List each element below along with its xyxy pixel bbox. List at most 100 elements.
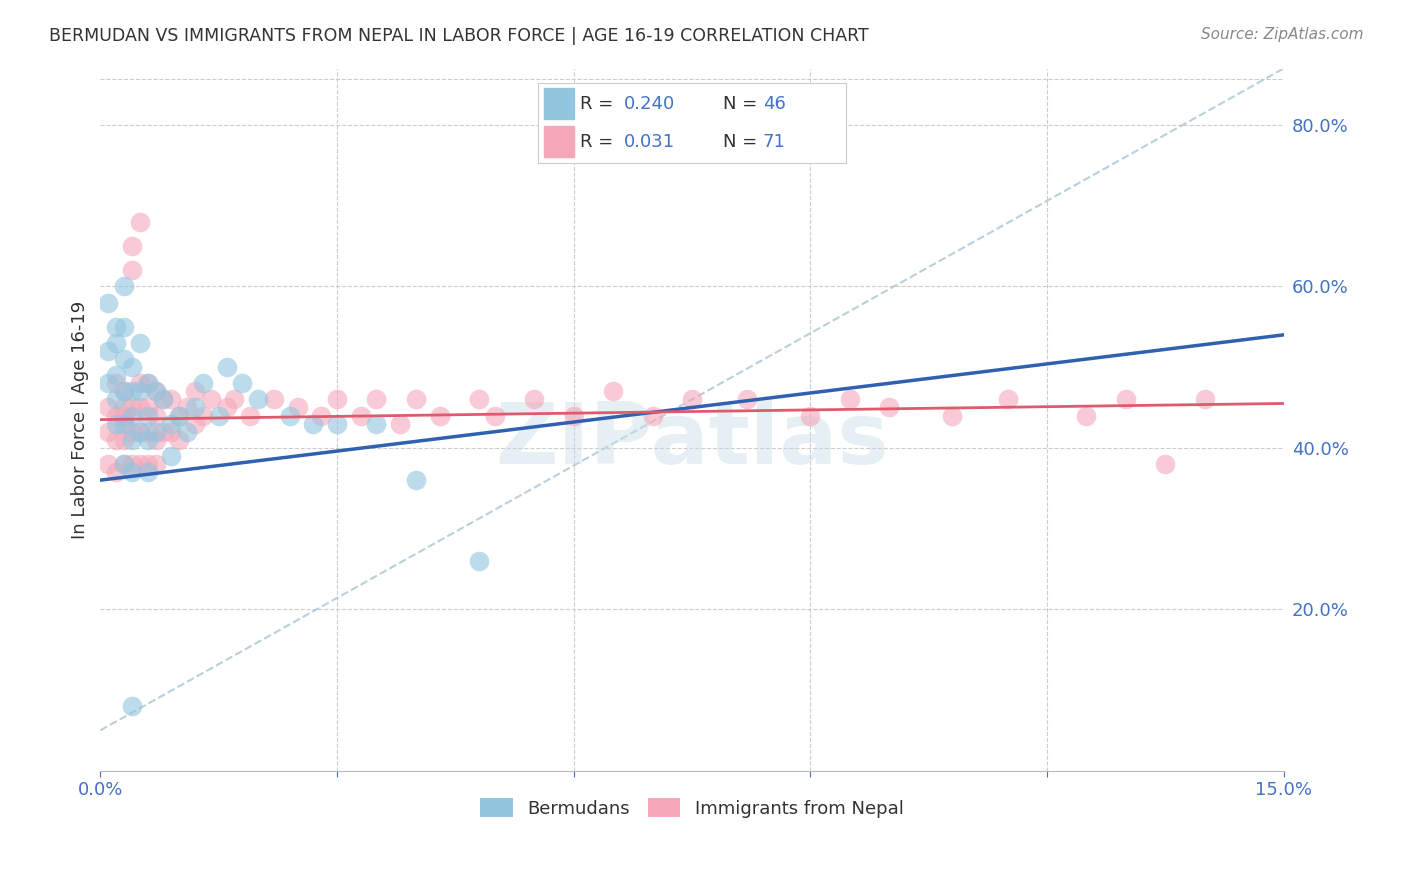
Point — [176, 401, 198, 415]
Point — [121, 360, 143, 375]
Point — [309, 409, 332, 423]
Point — [302, 417, 325, 431]
Point — [105, 465, 128, 479]
Point — [484, 409, 506, 423]
Point — [136, 409, 159, 423]
Point — [405, 473, 427, 487]
Point — [145, 384, 167, 399]
Point — [1076, 409, 1098, 423]
Point — [136, 401, 159, 415]
Point — [128, 335, 150, 350]
Text: BERMUDAN VS IMMIGRANTS FROM NEPAL IN LABOR FORCE | AGE 16-19 CORRELATION CHART: BERMUDAN VS IMMIGRANTS FROM NEPAL IN LAB… — [49, 27, 869, 45]
Point — [112, 279, 135, 293]
Point — [121, 409, 143, 423]
Point — [112, 409, 135, 423]
Point — [176, 425, 198, 439]
Point — [105, 433, 128, 447]
Point — [1115, 392, 1137, 407]
Point — [263, 392, 285, 407]
Point — [326, 392, 349, 407]
Point — [136, 376, 159, 391]
Point — [136, 465, 159, 479]
Point — [224, 392, 246, 407]
Point — [326, 417, 349, 431]
Point — [160, 425, 183, 439]
Point — [97, 295, 120, 310]
Point — [641, 409, 664, 423]
Point — [121, 699, 143, 714]
Point — [1194, 392, 1216, 407]
Point — [112, 417, 135, 431]
Point — [112, 401, 135, 415]
Point — [366, 392, 388, 407]
Point — [152, 392, 174, 407]
Point — [167, 433, 190, 447]
Point — [152, 392, 174, 407]
Point — [799, 409, 821, 423]
Point — [97, 457, 120, 471]
Point — [97, 376, 120, 391]
Point — [105, 319, 128, 334]
Point — [405, 392, 427, 407]
Point — [121, 457, 143, 471]
Point — [136, 376, 159, 391]
Point — [112, 417, 135, 431]
Point — [278, 409, 301, 423]
Point — [997, 392, 1019, 407]
Point — [877, 401, 900, 415]
Point — [184, 417, 207, 431]
Point — [366, 417, 388, 431]
Point — [112, 433, 135, 447]
Point — [160, 392, 183, 407]
Point — [128, 376, 150, 391]
Point — [105, 335, 128, 350]
Point — [128, 384, 150, 399]
Point — [191, 409, 214, 423]
Point — [145, 433, 167, 447]
Point — [105, 376, 128, 391]
Point — [735, 392, 758, 407]
Point — [112, 384, 135, 399]
Point — [97, 344, 120, 359]
Point — [136, 457, 159, 471]
Point — [184, 401, 207, 415]
Point — [105, 409, 128, 423]
Point — [121, 425, 143, 439]
Point — [602, 384, 624, 399]
Point — [105, 368, 128, 383]
Point — [184, 384, 207, 399]
Point — [145, 384, 167, 399]
Point — [231, 376, 253, 391]
Text: ZIPatlas: ZIPatlas — [495, 400, 889, 483]
Point — [167, 409, 190, 423]
Point — [941, 409, 963, 423]
Y-axis label: In Labor Force | Age 16-19: In Labor Force | Age 16-19 — [72, 301, 89, 539]
Point — [128, 425, 150, 439]
Point — [121, 433, 143, 447]
Point — [191, 376, 214, 391]
Point — [128, 401, 150, 415]
Point — [239, 409, 262, 423]
Point — [112, 352, 135, 367]
Point — [105, 392, 128, 407]
Point — [160, 449, 183, 463]
Point — [429, 409, 451, 423]
Point — [121, 465, 143, 479]
Point — [681, 392, 703, 407]
Point — [389, 417, 412, 431]
Point — [208, 409, 231, 423]
Point — [1154, 457, 1177, 471]
Point — [145, 425, 167, 439]
Legend: Bermudans, Immigrants from Nepal: Bermudans, Immigrants from Nepal — [472, 791, 911, 825]
Point — [112, 457, 135, 471]
Point — [97, 401, 120, 415]
Point — [160, 417, 183, 431]
Point — [468, 392, 491, 407]
Point — [523, 392, 546, 407]
Point — [838, 392, 860, 407]
Point — [128, 215, 150, 229]
Point — [200, 392, 222, 407]
Point — [468, 554, 491, 568]
Point — [136, 425, 159, 439]
Point — [167, 409, 190, 423]
